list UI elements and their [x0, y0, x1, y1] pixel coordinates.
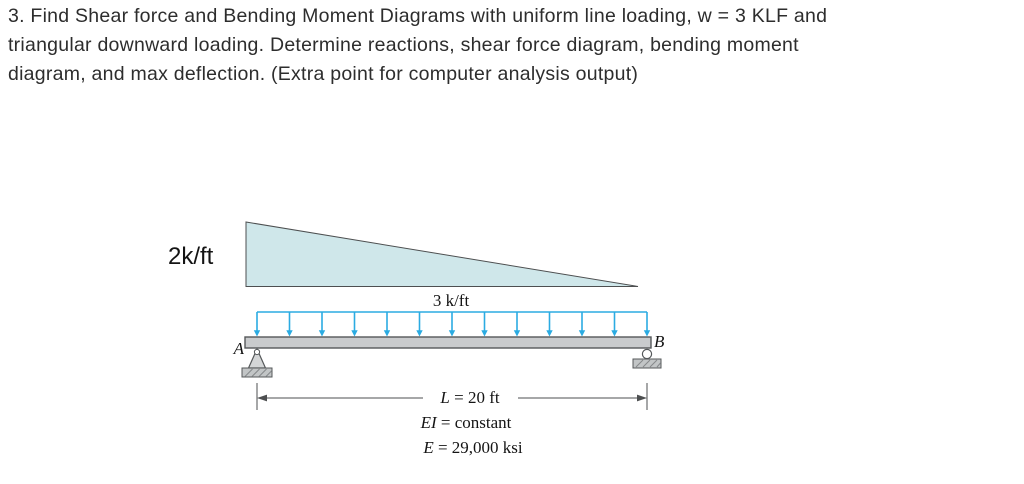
problem-statement: 3. Find Shear force and Bending Moment D… [8, 2, 1020, 89]
roller-support-b [632, 348, 662, 369]
support-a-label: A [233, 339, 245, 358]
figure: 2k/ft 3 k/ft [120, 195, 720, 484]
dimension [256, 383, 648, 410]
pin-support-a [241, 347, 273, 378]
pin-ground-hatch [244, 368, 272, 377]
triangular-load-shape [245, 221, 639, 287]
stiffness-label: EI = constant [420, 413, 512, 432]
modulus-label: E = 29,000 ksi [422, 438, 523, 457]
beam-diagram: 2k/ft 3 k/ft [168, 221, 665, 457]
pin-circle [253, 348, 261, 356]
roller-circle [641, 348, 653, 360]
problem-text-line: triangular downward loading. Determine r… [8, 34, 799, 56]
problem-text-line: 3. Find Shear force and Bending Moment D… [8, 5, 828, 27]
dimension-label: L = 20 ft [439, 388, 499, 407]
pin-ground [241, 367, 273, 378]
uniform-load-arrows [253, 311, 651, 337]
problem-text-line: diagram, and max deflection. (Extra poin… [8, 63, 639, 85]
triangular-load-label: 2k/ft [168, 243, 214, 270]
roller-ground-hatch [635, 359, 661, 368]
support-b-label: B [654, 332, 665, 351]
load-arrowheads [253, 330, 651, 337]
uniform-load-label: 3 k/ft [433, 291, 470, 310]
beam [244, 336, 652, 349]
dimension-arrowheads [257, 394, 647, 402]
